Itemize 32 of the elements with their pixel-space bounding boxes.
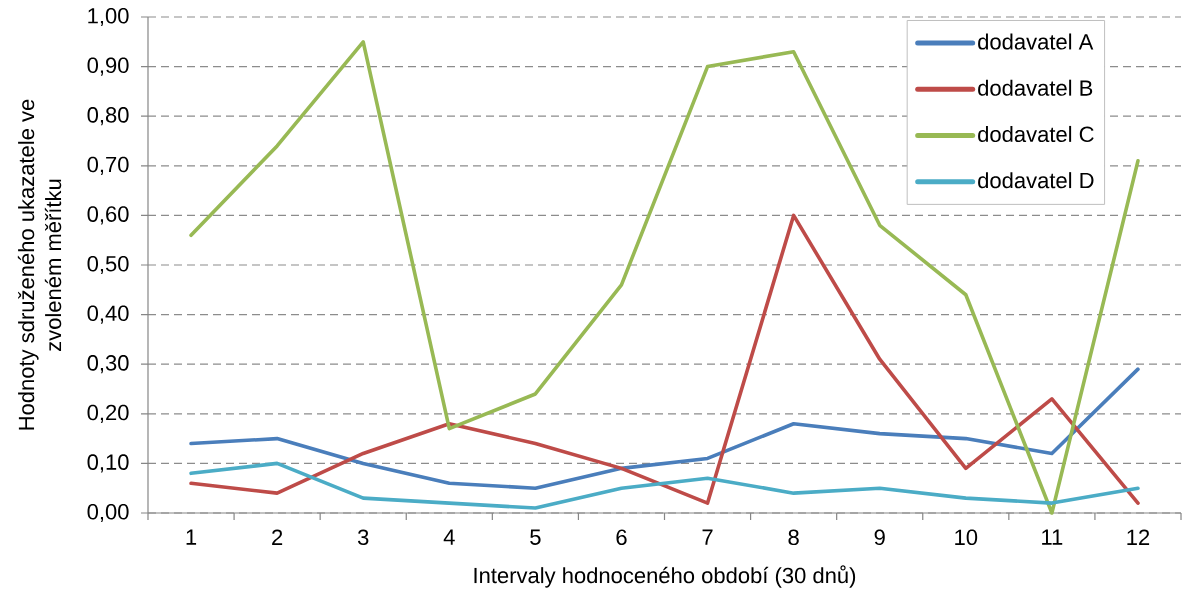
y-tick-label: 0,40 [87,305,129,324]
y-tick-label: 0,60 [87,206,129,225]
y-tick-label: 0,10 [87,454,129,473]
x-tick-label: 11 [1042,529,1063,545]
y-tick-label: 0,00 [87,503,129,523]
x-tick-label: 8 [788,529,799,546]
legend-label: dodavatel A [978,33,1094,50]
y-tick-label: 0,50 [87,255,129,275]
x-tick-label: 6 [616,529,627,546]
line-series [189,213,1140,505]
y-tick-label: 0,70 [87,156,129,175]
x-tick-label: 2 [272,529,283,545]
y-tick-label: 1,00 [88,7,129,27]
x-tick-label: 10 [955,529,978,546]
legend-label: dodavatel D [978,172,1094,189]
line-series [189,461,1140,510]
y-tick-label: 0,20 [87,404,129,423]
x-tick-label: 1 [186,529,197,545]
x-tick-label: 9 [874,529,885,546]
x-tick-label: 7 [702,529,713,545]
line-series [189,367,1140,490]
y-tick-label: 0,80 [87,107,129,126]
x-axis-title: Intervaly hodnoceného období (30 dnů) [474,565,856,588]
x-tick-label: 4 [443,529,455,545]
x-tick-label: 12 [1127,529,1150,545]
y-axis-title: Hodnoty sdruženého ukazatele ve zvoleném měřítku [17,99,62,430]
legend-label: dodavatel B [978,79,1093,96]
x-tick-label: 5 [530,529,541,545]
y-tick-label: 0,30 [87,355,129,374]
x-tick-label: 3 [357,529,369,546]
y-tick-label: 0,90 [87,57,129,76]
legend-label: dodavatel C [978,125,1094,143]
